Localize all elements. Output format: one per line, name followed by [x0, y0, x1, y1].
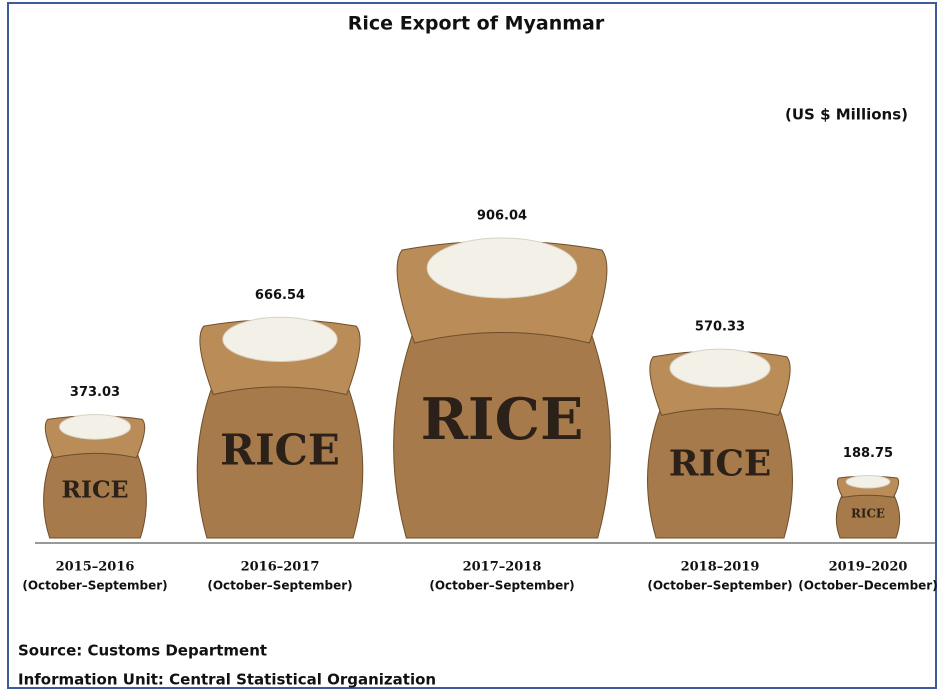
sack-text: RICE — [421, 386, 584, 453]
rice-mound — [846, 476, 890, 488]
x-tick-label: 2017–2018 — [463, 560, 542, 575]
sack-text: RICE — [669, 443, 772, 485]
period-label: (October–September) — [647, 579, 792, 593]
period-label: (October–December) — [798, 579, 937, 593]
sack-text: RICE — [220, 426, 340, 475]
x-tick-label: 2016–2017 — [241, 560, 320, 575]
info: Information Unit: Central Statistical Or… — [18, 671, 436, 689]
value-label: 906.04 — [477, 209, 527, 224]
rice-mound — [670, 349, 770, 387]
x-tick-label: 2018–2019 — [681, 560, 760, 575]
rice-mound — [60, 414, 131, 439]
source: Source: Customs Department — [18, 642, 267, 660]
chart: Rice Export of Myanmar (US $ Millions) S… — [0, 0, 951, 691]
unit-label: (US $ Millions) — [785, 106, 908, 124]
x-tick-label: 2015–2016 — [56, 560, 135, 575]
chart-title: Rice Export of Myanmar — [348, 13, 605, 35]
rice-mound — [223, 317, 337, 361]
x-tick-label: 2019–2020 — [829, 560, 908, 575]
value-label: 373.03 — [70, 385, 120, 400]
value-label: 570.33 — [695, 320, 745, 335]
sack-text: RICE — [851, 506, 885, 520]
period-label: (October–September) — [429, 579, 574, 593]
period-label: (October–September) — [22, 579, 167, 593]
value-label: 666.54 — [255, 288, 305, 303]
period-label: (October–September) — [207, 579, 352, 593]
rice-mound — [427, 238, 577, 298]
sack-text: RICE — [61, 476, 128, 504]
value-label: 188.75 — [843, 446, 893, 461]
